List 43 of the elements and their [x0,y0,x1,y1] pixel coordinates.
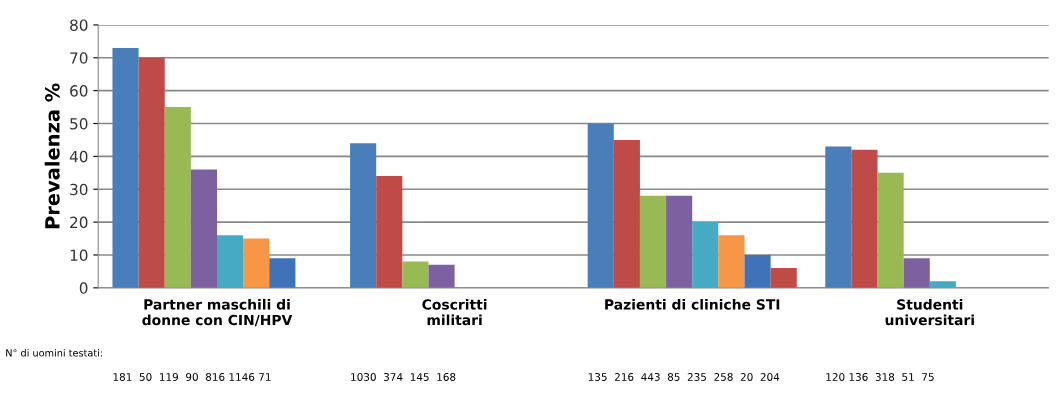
y-tick-label: 80 [70,19,88,31]
bar [718,235,745,288]
x-tick-label: Pazienti di cliniche STI [605,298,780,310]
y-tick-label: 20 [70,216,88,229]
bar [217,235,244,288]
y-tick-label: 40 [69,150,88,163]
bar [587,123,614,288]
bar [851,149,878,288]
bar [825,146,852,288]
bar [428,264,455,288]
y-tick-label: 50 [70,117,88,130]
y-tick-label: 70 [70,52,88,64]
bar [376,176,403,288]
bar [613,139,640,288]
bar [138,57,165,288]
bar [666,195,693,288]
bar [929,281,956,288]
bar [877,172,904,288]
x-tick-label: Coscritti militari [422,298,487,326]
text: 135 216 443 85 235 258 20 204 [588,373,780,381]
bar [164,107,191,288]
y-tick-label: 60 [70,85,88,97]
bar [903,258,930,288]
text: 1030 374 145 168 [351,373,456,381]
bar [269,258,296,288]
y-tick-label: 0 [79,282,88,294]
y-tick-label: 30 [70,183,88,196]
bar [770,268,797,288]
y-tick-label: 10 [70,249,88,261]
bar [402,261,429,288]
bar [350,143,377,288]
x-tick-label: Partner maschili di donne con CIN/HPV [142,298,293,327]
bar [190,169,218,288]
bar [243,238,270,288]
bar [112,47,139,288]
bar [744,254,771,288]
text: 181 50 119 90 816 1146 71 [113,373,271,381]
text: 120 136 318 51 75 [826,373,934,381]
bar [692,222,719,288]
bar [639,195,667,288]
text: N° di uomini testati: [6,349,102,357]
y-axis-title: Prevalenza % [44,83,60,229]
x-tick-label: Studenti universitari [885,298,974,326]
